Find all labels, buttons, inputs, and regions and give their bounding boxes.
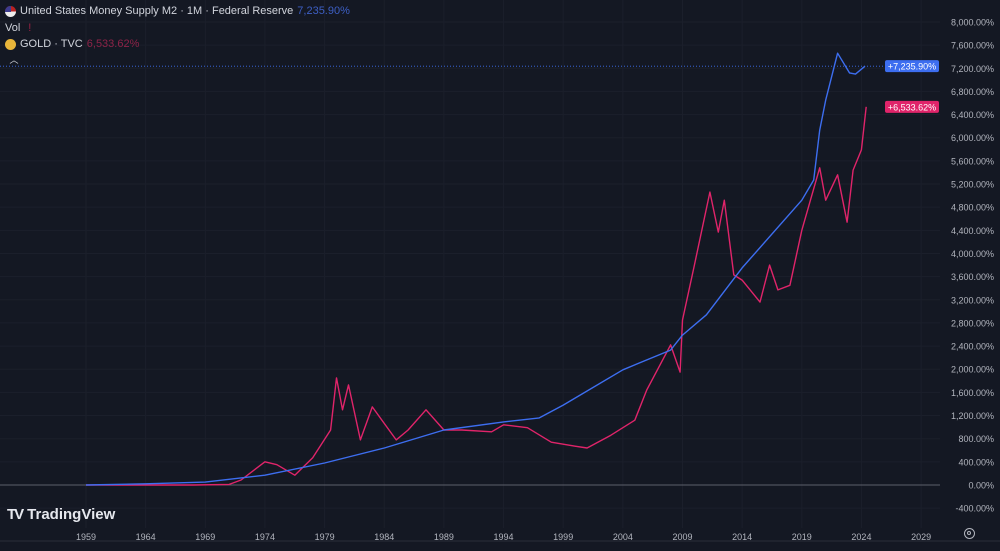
x-tick-label: 1989 — [434, 532, 454, 542]
y-tick-label: 1,600.00% — [951, 388, 994, 398]
y-axis[interactable]: 8,000.00% 7,600.00% 7,200.00% 6,800.00% 6,40… — [951, 17, 994, 513]
compare-series-title: GOLD · TVC — [20, 38, 83, 50]
legend-volume[interactable]: Vol ! — [5, 22, 31, 35]
x-tick-label: 2029 — [911, 532, 931, 542]
logo-text: TradingView — [27, 506, 116, 523]
x-tick-label: 2004 — [613, 532, 633, 542]
volume-warning[interactable]: ! — [28, 22, 32, 34]
y-tick-label: 7,200.00% — [951, 64, 994, 74]
compare-series-value: 6,533.62% — [86, 38, 140, 50]
x-axis[interactable]: 1959 1964 1969 1974 1979 1984 1989 1994 1999 2004… — [76, 532, 931, 542]
x-tick-label: 1999 — [553, 532, 573, 542]
y-tick-label: 5,600.00% — [951, 156, 994, 166]
series-layer — [0, 52, 884, 486]
x-tick-label: 1974 — [255, 532, 275, 542]
y-tick-label: 6,400.00% — [951, 110, 994, 120]
tradingview-logo[interactable]: TV TradingView — [7, 506, 115, 523]
y-tick-label: 800.00% — [958, 434, 994, 444]
x-tick-label: 1964 — [136, 532, 156, 542]
legend-main-series[interactable]: United States Money Supply M2 · 1M · Fed… — [5, 5, 350, 18]
y-tick-label: 2,800.00% — [951, 318, 994, 328]
y-tick-label: 400.00% — [958, 457, 994, 467]
y-tick-label: 3,200.00% — [951, 295, 994, 305]
chevron-up-icon: ︿ — [9, 54, 19, 65]
y-tick-label: 3,600.00% — [951, 272, 994, 282]
last-value-tag-text: +6,533.62% — [888, 102, 936, 112]
y-tick-label: 6,800.00% — [951, 87, 994, 97]
series-line — [85, 52, 866, 486]
x-tick-label: 1959 — [76, 532, 96, 542]
x-tick-label: 1984 — [374, 532, 394, 542]
x-tick-label: 2024 — [851, 532, 871, 542]
y-tick-label: 7,600.00% — [951, 41, 994, 51]
grid — [0, 484, 940, 486]
last-value-labels: +7,235.90% +6,533.62% — [885, 60, 939, 113]
y-tick-label: 1,200.00% — [951, 411, 994, 421]
us-flag-icon — [5, 6, 16, 17]
main-series-value: 7,235.90% — [297, 5, 350, 17]
legend-compare-series[interactable]: GOLD · TVC 6,533.62% — [5, 38, 139, 51]
last-value-tag: +7,235.90% — [885, 60, 939, 73]
y-tick-label: -400.00% — [955, 504, 994, 514]
y-tick-label: 2,400.00% — [951, 342, 994, 352]
x-tick-label: 1969 — [195, 532, 215, 542]
collapse-legend-button[interactable]: ︿ — [5, 53, 23, 65]
x-tick-label: 1979 — [315, 532, 335, 542]
tradingview-mark-icon: TV — [7, 506, 24, 523]
x-tick-label: 2019 — [792, 532, 812, 542]
series-line — [86, 106, 867, 486]
x-tick-label: 2014 — [732, 532, 752, 542]
last-value-tag-bg — [885, 100, 939, 113]
y-tick-label: 4,000.00% — [951, 249, 994, 259]
last-value-tag: +6,533.62% — [885, 100, 939, 113]
volume-label: Vol — [5, 22, 21, 34]
x-tick-label: 1994 — [494, 532, 514, 542]
main-series-title: United States Money Supply M2 · 1M · Fed… — [20, 5, 294, 17]
last-value-tag-bg — [885, 60, 939, 73]
gear-icon[interactable] — [964, 528, 975, 539]
y-tick-label: 0.00% — [968, 481, 994, 491]
y-tick-label: 2,000.00% — [951, 365, 994, 375]
x-tick-label: 2009 — [672, 532, 692, 542]
y-tick-label: 8,000.00% — [951, 17, 994, 27]
y-tick-label: 4,400.00% — [951, 226, 994, 236]
y-tick-label: 6,000.00% — [951, 133, 994, 143]
y-tick-label: 5,200.00% — [951, 180, 994, 190]
gold-coin-icon — [5, 39, 16, 50]
last-value-tag-text: +7,235.90% — [888, 62, 936, 72]
y-tick-label: 4,800.00% — [951, 203, 994, 213]
